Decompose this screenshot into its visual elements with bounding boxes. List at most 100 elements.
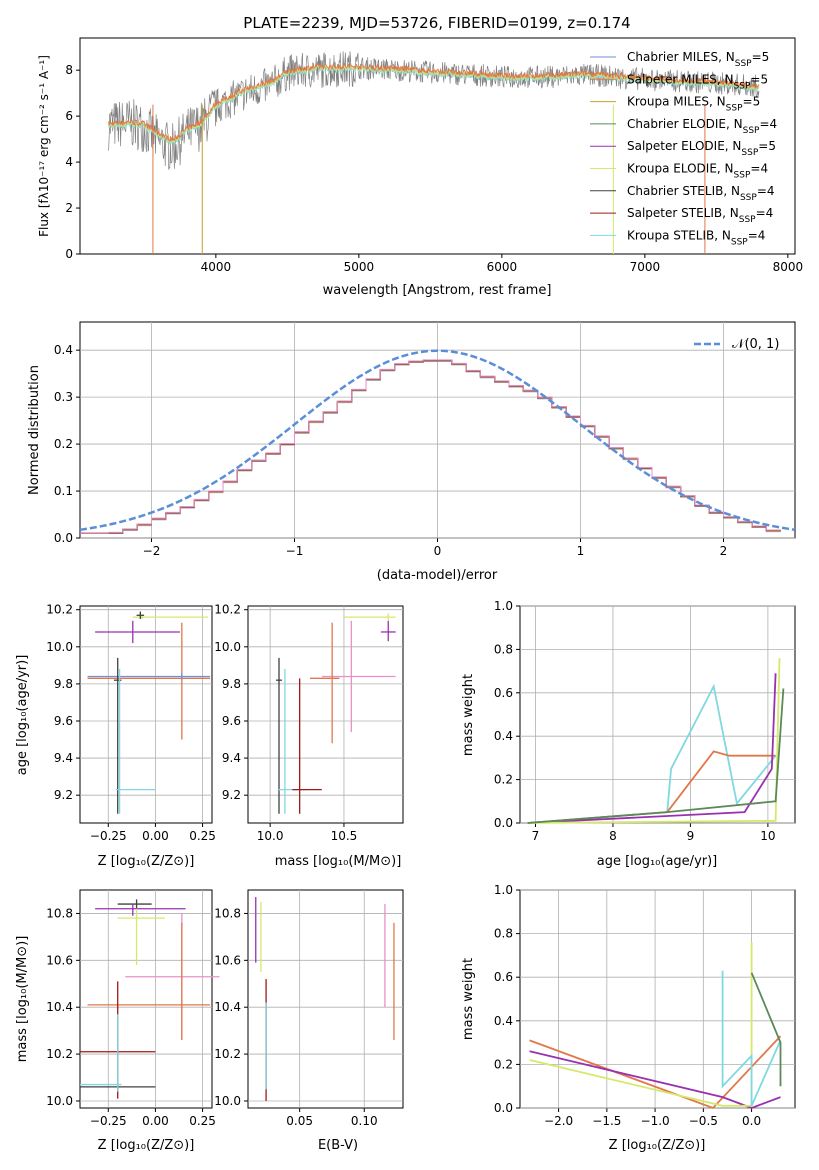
y-tick-label: 1.0: [494, 883, 513, 897]
x-tick-label: 0.10: [351, 1114, 378, 1128]
axes-frame: [247, 605, 404, 824]
y-tick-label: 0.2: [494, 1057, 513, 1071]
y-tick-label: 0.3: [54, 390, 73, 404]
axes-frame: [519, 889, 796, 1109]
residual-xlabel: (data-model)/error: [377, 568, 498, 583]
mass-weight-z-line: [529, 1035, 782, 1110]
mass-weight-age-line: [527, 683, 777, 824]
x-tick-label: −1: [286, 544, 304, 558]
y-tick-label: 0.6: [494, 686, 513, 700]
y-tick-label: 0.4: [54, 343, 73, 357]
y-tick-label: 9.6: [222, 714, 241, 728]
x-tick-label: 0: [434, 544, 442, 558]
x-tick-label: −0.25: [90, 1114, 127, 1128]
x-tick-label: 0.25: [189, 1114, 216, 1128]
axes-frame: [79, 605, 213, 824]
y-tick-label: 0.8: [494, 927, 513, 941]
gauss-curve: [79, 349, 796, 532]
y-tick-label: 10.0: [214, 640, 241, 654]
spectrum-ylabel: Flux [fλ10⁻¹⁷ erg cm⁻² s⁻¹ A⁻¹]: [37, 55, 51, 237]
age-ylabel: age [log₁₀(age/yr)]: [15, 655, 30, 776]
legend-label: Salpeter MILES, NSSP=5: [627, 72, 768, 91]
y-tick-label: 0.8: [494, 642, 513, 656]
mass-weight-z-line: [721, 970, 782, 1107]
x-tick-label: 10: [760, 829, 775, 843]
legend-label: Salpeter ELODIE, NSSP=5: [627, 139, 776, 158]
x-tick-label: 2: [720, 544, 728, 558]
mass-weight-age-line: [527, 658, 781, 824]
legend-label: Kroupa MILES, NSSP=5: [627, 95, 760, 114]
y-tick-label: 8: [65, 63, 73, 77]
y-tick-label: 10.4: [46, 1000, 73, 1014]
x-tick-label: −1.5: [592, 1114, 621, 1128]
x-tick-label: 7: [532, 829, 540, 843]
x-tick-label: 0.25: [189, 829, 216, 843]
model-spectrum-line: [108, 62, 760, 143]
y-tick-label: 1.0: [494, 599, 513, 613]
x-tick-label: 0.0: [742, 1114, 761, 1128]
y-tick-label: 4: [65, 155, 73, 169]
spectrum-xlabel: wavelength [Angstrom, rest frame]: [323, 283, 552, 298]
y-tick-label: 2: [65, 201, 73, 215]
x-tick-label: 8000: [773, 260, 804, 274]
y-tick-label: 9.8: [54, 677, 73, 691]
residual-panel: −2 −1 0 1 2 0.0 0.1 0.2 0.3 0.4 (data-model)/erro…: [27, 321, 796, 583]
axes-frame: [247, 889, 404, 1109]
x-tick-label: 5000: [344, 260, 375, 274]
y-tick-label: 9.4: [222, 751, 241, 765]
y-tick-label: 9.8: [222, 677, 241, 691]
age-xlabel: age [log₁₀(age/yr)]: [597, 854, 718, 869]
mass-weight-age-line: [527, 688, 785, 824]
mass-weight-ylabel-lower: mass weight: [461, 958, 476, 1040]
mass-weight-z-line: [750, 972, 782, 1087]
y-tick-label: 10.6: [46, 953, 73, 967]
x-tick-label: −2.0: [544, 1114, 573, 1128]
y-tick-label: 0.0: [494, 816, 513, 830]
legend-label: Chabrier STELIB, NSSP=4: [627, 184, 775, 203]
x-tick-label: 6000: [487, 260, 518, 274]
y-tick-label: 0.6: [494, 970, 513, 984]
y-tick-label: 9.4: [54, 751, 73, 765]
x-tick-label: 10.0: [257, 829, 284, 843]
y-tick-label: 0.4: [494, 1014, 513, 1028]
x-tick-label: 0.05: [286, 1114, 313, 1128]
y-tick-label: 9.6: [54, 714, 73, 728]
x-tick-label: 8: [609, 829, 617, 843]
mass-weight-ylabel: mass weight: [461, 674, 476, 756]
y-tick-label: 0.4: [494, 729, 513, 743]
mass-weight-age-line: [527, 673, 777, 824]
residual-histogram-line: [80, 359, 781, 534]
y-tick-label: 10.2: [46, 1047, 73, 1061]
y-tick-label: 9.2: [222, 788, 241, 802]
figure-title: PLATE=2239, MJD=53726, FIBERID=0199, z=0…: [243, 14, 630, 32]
legend-label: Chabrier ELODIE, NSSP=4: [627, 117, 777, 136]
x-tick-label: 1: [577, 544, 585, 558]
x-tick-label: 10.5: [331, 829, 358, 843]
y-tick-label: 10.0: [46, 1094, 73, 1108]
y-tick-label: 0.2: [494, 773, 513, 787]
y-tick-label: 0.0: [54, 531, 73, 545]
x-tick-label: 7000: [630, 260, 661, 274]
x-tick-label: −1.0: [641, 1114, 670, 1128]
z-xlabel: Z [log₁₀(Z/Z⊙)]: [98, 854, 195, 869]
x-tick-label: −2: [143, 544, 161, 558]
mass-weight-z-line: [529, 1050, 781, 1109]
gauss-legend-label: 𝒩(0, 1): [732, 337, 779, 352]
spectrum-panel: 4000 5000 6000 7000 8000 0 2 4 6 8 Chabrier MILES…: [37, 37, 804, 298]
z-xlabel-lower: Z [log₁₀(Z/Z⊙)]: [98, 1138, 195, 1153]
y-tick-label: 10.2: [214, 1047, 241, 1061]
residual-ylabel: Normed distribution: [27, 365, 42, 495]
x-tick-label: −0.5: [689, 1114, 718, 1128]
x-tick-label: 0.00: [142, 1114, 169, 1128]
y-tick-label: 0: [65, 247, 73, 261]
y-tick-label: 10.0: [46, 640, 73, 654]
x-tick-label: 4000: [201, 260, 232, 274]
x-tick-label: 9: [687, 829, 695, 843]
y-tick-label: 10.6: [214, 953, 241, 967]
y-tick-label: 9.2: [54, 788, 73, 802]
y-tick-label: 0.1: [54, 484, 73, 498]
mass-xlabel: mass [log₁₀(M/M⊙)]: [275, 854, 402, 869]
z-xlabel-weight: Z [log₁₀(Z/Z⊙)]: [609, 1138, 706, 1153]
y-tick-label: 10.2: [46, 603, 73, 617]
